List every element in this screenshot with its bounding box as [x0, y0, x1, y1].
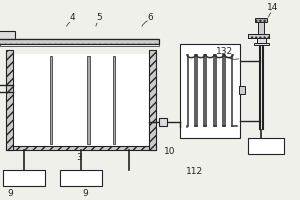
Text: 9: 9 [8, 190, 14, 198]
Bar [239, 86, 245, 94]
Bar [6, 146, 156, 150]
Bar [0, 39, 159, 44]
Text: 6: 6 [147, 12, 153, 21]
Bar [0, 31, 15, 39]
Bar [254, 43, 268, 45]
Bar [255, 18, 267, 22]
Bar [60, 170, 102, 186]
Text: 5: 5 [96, 14, 102, 22]
Text: 4: 4 [69, 14, 75, 22]
Bar [113, 56, 115, 144]
Bar [149, 50, 156, 150]
Text: 10: 10 [164, 146, 175, 156]
Text: 9: 9 [82, 190, 88, 198]
Bar [248, 34, 268, 38]
Bar [248, 138, 284, 154]
Bar [256, 38, 266, 43]
Bar [3, 170, 45, 186]
Text: 3: 3 [76, 152, 82, 162]
Bar [87, 56, 90, 144]
Bar [0, 44, 159, 46]
Text: 14: 14 [267, 3, 279, 12]
Bar [258, 22, 264, 34]
Bar [0, 39, 159, 44]
Bar [0, 39, 159, 44]
Bar [248, 34, 268, 38]
Text: 132: 132 [216, 46, 233, 55]
Bar [50, 56, 52, 144]
Text: 112: 112 [186, 166, 203, 176]
Bar [159, 118, 166, 126]
Bar [13, 54, 149, 150]
Bar [6, 50, 13, 150]
Bar [180, 44, 240, 138]
